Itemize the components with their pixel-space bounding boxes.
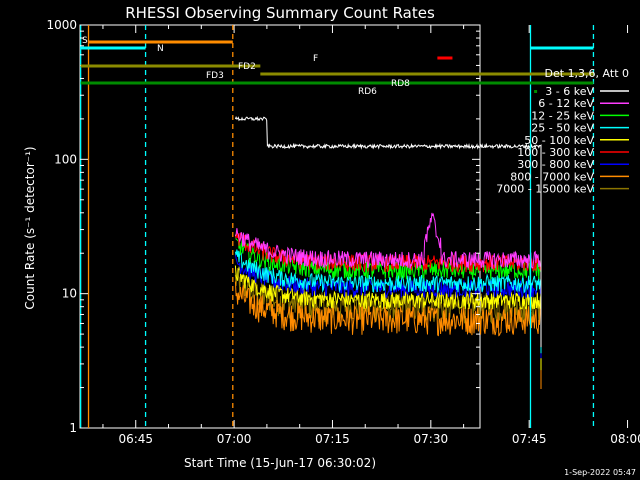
legend-label-0: 3 - 6 keV xyxy=(545,85,594,98)
flag-bar-rd6 xyxy=(534,90,538,93)
y-tick-label-0: 1 xyxy=(69,421,77,435)
series-line-0 xyxy=(234,115,542,348)
tick-layer: 06:45 07:00 07:15 07:30 07:45 08:00 1 10 100 1000 xyxy=(46,18,640,446)
flag-label-fd2: FD2 xyxy=(238,62,256,72)
legend-label-5: 100 - 300 keV xyxy=(517,146,594,159)
footer-date: 1-Sep-2022 05:47 xyxy=(564,468,636,477)
series-line-3 xyxy=(234,249,542,354)
flag-label-rd8: RD8 xyxy=(391,79,410,89)
legend-label-3: 25 - 50 keV xyxy=(531,122,594,135)
y-tick-label-2: 100 xyxy=(54,152,77,166)
legend-label-4: 50 - 100 keV xyxy=(524,134,594,147)
x-tick-label-2: 07:15 xyxy=(315,432,350,446)
x-tick-label-1: 07:00 xyxy=(217,432,252,446)
chart-title: RHESSI Observing Summary Count Rates xyxy=(125,4,435,22)
data-layer xyxy=(80,25,595,428)
y-axis-label: Count Rate (s⁻¹ detector⁻¹) xyxy=(23,146,37,309)
flag-layer: S N FD2 FD3 F RD8 RD6 xyxy=(80,36,594,97)
legend-label-1: 6 - 12 keV xyxy=(538,97,594,110)
series-line-1 xyxy=(234,212,542,330)
series-line-7 xyxy=(234,281,542,389)
x-tick-label-0: 06:45 xyxy=(118,432,153,446)
flag-label-fd3: FD3 xyxy=(206,71,224,81)
legend-label-8: 7000 - 15000 keV xyxy=(496,183,594,196)
legend-label-7: 800 - 7000 keV xyxy=(510,170,594,183)
legend-title: Det 1,3,6, Att 0 xyxy=(545,67,629,80)
series-line-4 xyxy=(234,265,542,371)
flag-label-rd6: RD6 xyxy=(358,87,377,97)
flag-label-f: F xyxy=(313,54,318,64)
y-tick-label-3: 1000 xyxy=(46,18,77,32)
x-tick-label-3: 07:30 xyxy=(414,432,449,446)
plot-frame xyxy=(79,24,481,429)
flag-label-n: N xyxy=(157,44,164,54)
flag-label-s: S xyxy=(82,36,88,46)
series-line-2 xyxy=(234,234,542,341)
x-tick-label-5: 08:00 xyxy=(610,432,640,446)
legend-label-6: 300 - 800 keV xyxy=(517,158,594,171)
x-tick-label-4: 07:45 xyxy=(512,432,547,446)
x-axis-label: Start Time (15-Jun-17 06:30:02) xyxy=(184,456,376,470)
y-tick-label-1: 10 xyxy=(62,287,77,301)
legend-label-2: 12 - 25 keV xyxy=(531,109,594,122)
